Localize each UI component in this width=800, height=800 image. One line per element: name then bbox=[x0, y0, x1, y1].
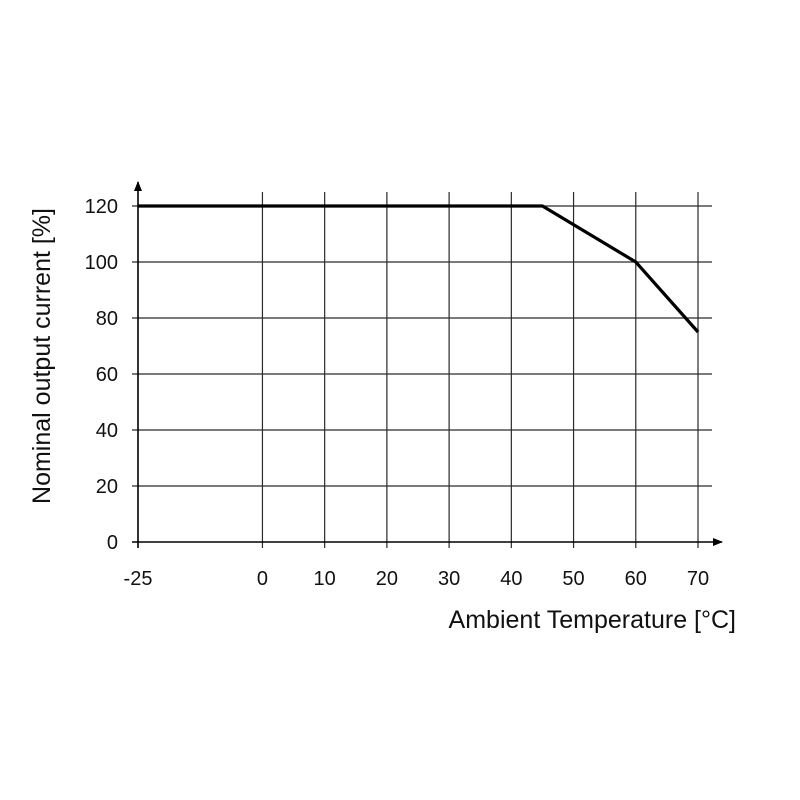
y-tick-label: 0 bbox=[107, 532, 118, 554]
x-tick-label: 60 bbox=[625, 568, 647, 590]
x-tick-label: 50 bbox=[562, 568, 584, 590]
x-tick-label: 20 bbox=[376, 568, 398, 590]
tick-labels: -25 0 10 20 30 40 50 60 70 0 20 40 60 80 100 120 bbox=[85, 196, 710, 590]
x-tick-label: 70 bbox=[687, 568, 709, 590]
x-axis-title: Ambient Temperature [°C] bbox=[449, 606, 736, 634]
y-tick-label: 120 bbox=[85, 196, 118, 218]
x-tick-label: 10 bbox=[314, 568, 336, 590]
y-tick-label: 60 bbox=[96, 364, 118, 386]
series-layer bbox=[138, 204, 700, 334]
x-tick-label: 40 bbox=[500, 568, 522, 590]
y-tick-label: 20 bbox=[96, 476, 118, 498]
x-tick-label: 0 bbox=[257, 568, 268, 590]
x-tick-label: 30 bbox=[438, 568, 460, 590]
y-axis-title: Nominal output current [%] bbox=[28, 208, 56, 504]
axes bbox=[132, 181, 723, 548]
grid bbox=[132, 192, 712, 548]
y-tick-label: 80 bbox=[96, 308, 118, 330]
y-tick-label: 40 bbox=[96, 420, 118, 442]
x-tick-label: -25 bbox=[124, 568, 153, 590]
y-tick-label: 100 bbox=[85, 252, 118, 274]
derating-curve bbox=[138, 204, 700, 334]
